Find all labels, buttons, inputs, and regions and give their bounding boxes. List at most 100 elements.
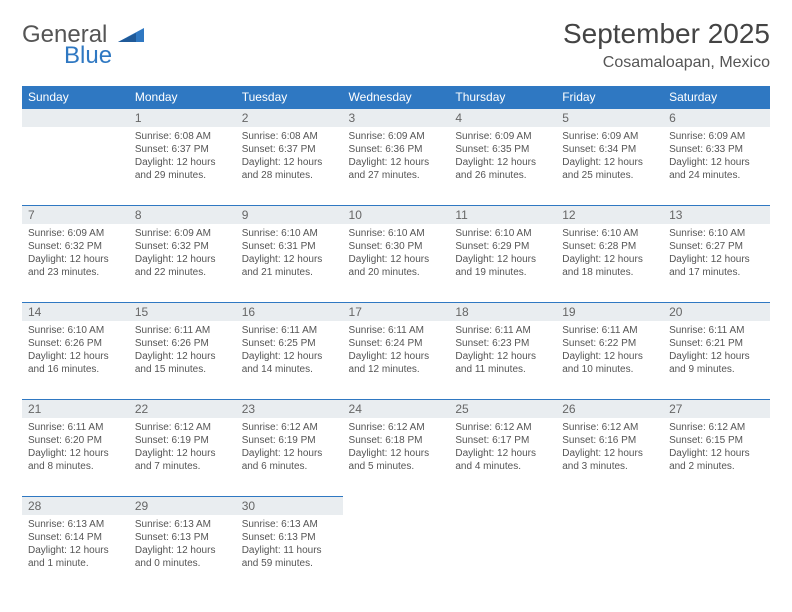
logo-text: General Blue [22,24,144,68]
sunset-text: Sunset: 6:13 PM [135,531,230,544]
daylight-text: Daylight: 12 hours and 0 minutes. [135,544,230,570]
day-number: 12 [556,205,663,224]
calendar-cell: 1Sunrise: 6:08 AMSunset: 6:37 PMDaylight… [129,108,236,205]
calendar-cell: 6Sunrise: 6:09 AMSunset: 6:33 PMDaylight… [663,108,770,205]
calendar-cell: 9Sunrise: 6:10 AMSunset: 6:31 PMDaylight… [236,205,343,302]
calendar-cell: 10Sunrise: 6:10 AMSunset: 6:30 PMDayligh… [343,205,450,302]
daylight-text: Daylight: 11 hours and 59 minutes. [242,544,337,570]
day-details: Sunrise: 6:10 AMSunset: 6:31 PMDaylight:… [236,224,343,302]
daylight-text: Daylight: 12 hours and 23 minutes. [28,253,123,279]
day-details: Sunrise: 6:11 AMSunset: 6:26 PMDaylight:… [129,321,236,399]
sunrise-text: Sunrise: 6:12 AM [562,421,657,434]
day-details [663,514,770,592]
day-number: 14 [22,302,129,321]
page-subtitle: Cosamaloapan, Mexico [563,54,770,72]
daylight-text: Daylight: 12 hours and 24 minutes. [669,156,764,182]
day-number: 30 [236,496,343,515]
brand-line2: Blue [22,45,144,68]
day-number: 13 [663,205,770,224]
day-details: Sunrise: 6:09 AMSunset: 6:32 PMDaylight:… [22,224,129,302]
logo: General Blue [22,18,144,68]
day-number: 21 [22,399,129,418]
calendar-header-row: Sunday Monday Tuesday Wednesday Thursday… [22,86,770,108]
sunrise-text: Sunrise: 6:12 AM [242,421,337,434]
calendar-week-row: 7Sunrise: 6:09 AMSunset: 6:32 PMDaylight… [22,205,770,302]
daylight-text: Daylight: 12 hours and 9 minutes. [669,350,764,376]
calendar-cell: 17Sunrise: 6:11 AMSunset: 6:24 PMDayligh… [343,302,450,399]
calendar-cell: 4Sunrise: 6:09 AMSunset: 6:35 PMDaylight… [449,108,556,205]
daylight-text: Daylight: 12 hours and 4 minutes. [455,447,550,473]
day-details: Sunrise: 6:12 AMSunset: 6:19 PMDaylight:… [129,418,236,496]
day-details [449,514,556,592]
daylight-text: Daylight: 12 hours and 10 minutes. [562,350,657,376]
calendar-cell: 24Sunrise: 6:12 AMSunset: 6:18 PMDayligh… [343,399,450,496]
sunset-text: Sunset: 6:37 PM [242,143,337,156]
sunset-text: Sunset: 6:31 PM [242,240,337,253]
day-details: Sunrise: 6:11 AMSunset: 6:22 PMDaylight:… [556,321,663,399]
calendar-cell: 27Sunrise: 6:12 AMSunset: 6:15 PMDayligh… [663,399,770,496]
day-number: 4 [449,108,556,127]
sunset-text: Sunset: 6:15 PM [669,434,764,447]
day-details: Sunrise: 6:09 AMSunset: 6:32 PMDaylight:… [129,224,236,302]
sunset-text: Sunset: 6:16 PM [562,434,657,447]
sunrise-text: Sunrise: 6:09 AM [669,130,764,143]
sunset-text: Sunset: 6:37 PM [135,143,230,156]
sunrise-text: Sunrise: 6:11 AM [455,324,550,337]
sunrise-text: Sunrise: 6:11 AM [349,324,444,337]
day-number: 29 [129,496,236,515]
day-number: 23 [236,399,343,418]
calendar-cell: 25Sunrise: 6:12 AMSunset: 6:17 PMDayligh… [449,399,556,496]
title-block: September 2025 Cosamaloapan, Mexico [563,18,770,72]
daylight-text: Daylight: 12 hours and 14 minutes. [242,350,337,376]
day-number: 8 [129,205,236,224]
day-number: 1 [129,108,236,127]
day-number: 3 [343,108,450,127]
day-number: 6 [663,108,770,127]
daylight-text: Daylight: 12 hours and 2 minutes. [669,447,764,473]
sunrise-text: Sunrise: 6:10 AM [28,324,123,337]
day-number: 19 [556,302,663,321]
day-number: 11 [449,205,556,224]
sunset-text: Sunset: 6:34 PM [562,143,657,156]
calendar-cell: 26Sunrise: 6:12 AMSunset: 6:16 PMDayligh… [556,399,663,496]
logo-triangle-icon [118,24,144,42]
daylight-text: Daylight: 12 hours and 17 minutes. [669,253,764,279]
daylight-text: Daylight: 12 hours and 25 minutes. [562,156,657,182]
col-sunday: Sunday [22,86,129,108]
day-details: Sunrise: 6:10 AMSunset: 6:28 PMDaylight:… [556,224,663,302]
calendar-cell [343,496,450,593]
calendar-cell: 19Sunrise: 6:11 AMSunset: 6:22 PMDayligh… [556,302,663,399]
day-number: 26 [556,399,663,418]
day-number: 16 [236,302,343,321]
daylight-text: Daylight: 12 hours and 12 minutes. [349,350,444,376]
daylight-text: Daylight: 12 hours and 19 minutes. [455,253,550,279]
sunset-text: Sunset: 6:22 PM [562,337,657,350]
daylight-text: Daylight: 12 hours and 22 minutes. [135,253,230,279]
sunset-text: Sunset: 6:20 PM [28,434,123,447]
calendar-cell: 15Sunrise: 6:11 AMSunset: 6:26 PMDayligh… [129,302,236,399]
sunrise-text: Sunrise: 6:10 AM [455,227,550,240]
sunrise-text: Sunrise: 6:13 AM [242,518,337,531]
sunrise-text: Sunrise: 6:09 AM [349,130,444,143]
sunrise-text: Sunrise: 6:12 AM [455,421,550,434]
day-details [22,127,129,205]
daylight-text: Daylight: 12 hours and 1 minute. [28,544,123,570]
day-number: 20 [663,302,770,321]
day-details: Sunrise: 6:11 AMSunset: 6:21 PMDaylight:… [663,321,770,399]
day-number: 10 [343,205,450,224]
day-details: Sunrise: 6:09 AMSunset: 6:34 PMDaylight:… [556,127,663,205]
sunrise-text: Sunrise: 6:10 AM [669,227,764,240]
daylight-text: Daylight: 12 hours and 21 minutes. [242,253,337,279]
sunset-text: Sunset: 6:32 PM [28,240,123,253]
day-number: 9 [236,205,343,224]
sunset-text: Sunset: 6:36 PM [349,143,444,156]
calendar-cell: 28Sunrise: 6:13 AMSunset: 6:14 PMDayligh… [22,496,129,593]
sunrise-text: Sunrise: 6:13 AM [135,518,230,531]
day-number: 17 [343,302,450,321]
calendar-cell: 5Sunrise: 6:09 AMSunset: 6:34 PMDaylight… [556,108,663,205]
col-wednesday: Wednesday [343,86,450,108]
sunrise-text: Sunrise: 6:09 AM [562,130,657,143]
sunrise-text: Sunrise: 6:10 AM [562,227,657,240]
day-number [22,108,129,127]
day-number: 2 [236,108,343,127]
